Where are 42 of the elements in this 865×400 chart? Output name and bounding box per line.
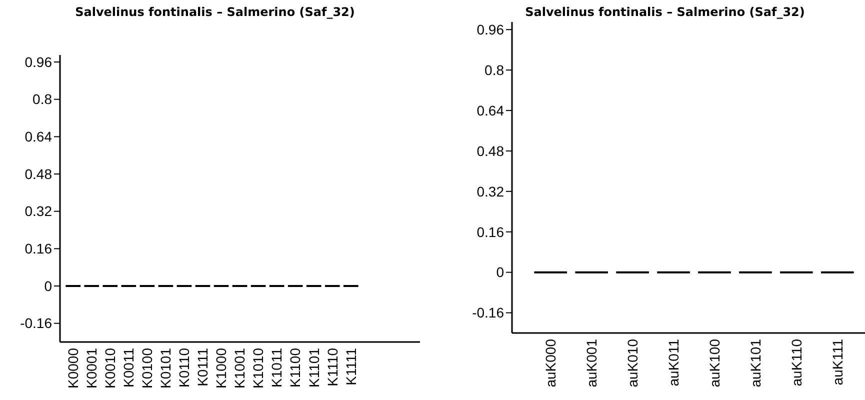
- x-tick-label: auK100: [706, 338, 722, 388]
- x-tick-label: K0001: [84, 348, 100, 388]
- x-tick-label: K0101: [158, 348, 174, 388]
- x-tick-label: auK101: [747, 338, 764, 388]
- x-tick-label: auK000: [542, 338, 558, 388]
- x-tick-label: K1110: [324, 348, 340, 386]
- x-tick-label: K1100: [287, 348, 304, 388]
- y-tick-label: 0: [44, 278, 52, 294]
- y-tick-label: 0.8: [484, 62, 504, 78]
- x-tick-label: K0111: [194, 348, 211, 386]
- x-tick-label: K1000: [213, 348, 230, 388]
- x-tick-label: K0110: [176, 348, 192, 388]
- y-tick-label: 0.64: [476, 102, 504, 118]
- x-tick-label: K0011: [120, 348, 137, 388]
- x-tick-label: K0100: [139, 348, 156, 388]
- x-tick-label: auK010: [624, 338, 640, 388]
- x-tick-label: K1010: [250, 348, 266, 388]
- x-tick-label: auK001: [583, 338, 600, 388]
- x-tick-label: auK111: [829, 338, 846, 386]
- y-tick-label: 0.16: [476, 224, 504, 240]
- y-tick-label: 0.8: [32, 91, 52, 108]
- chart-title: Salvelinus fontinalis – Salmerino (Saf_32): [75, 5, 355, 19]
- y-tick-label: -0.16: [20, 315, 52, 332]
- x-tick-label: auK110: [788, 338, 804, 386]
- y-tick-label: 0: [496, 264, 504, 280]
- x-tick-label: auK011: [665, 338, 682, 386]
- y-tick-label: 0.32: [24, 203, 52, 220]
- y-tick-label: 0.16: [24, 240, 52, 257]
- x-tick-label: K1111: [342, 348, 359, 386]
- y-tick-label: 0.96: [476, 21, 504, 38]
- y-tick-label: 0.48: [24, 166, 52, 182]
- x-tick-label: K1001: [232, 348, 248, 388]
- y-tick-label: 0.32: [476, 183, 504, 200]
- y-tick-label: 0.48: [476, 142, 504, 159]
- y-tick-label: -0.16: [472, 304, 504, 321]
- chart-title: Salvelinus fontinalis – Salmerino (Saf_32): [525, 5, 805, 19]
- x-tick-label: K1011: [268, 348, 285, 388]
- y-tick-label: 0.64: [24, 128, 52, 145]
- x-tick-label: K0010: [102, 348, 118, 388]
- y-tick-label: 0.96: [24, 54, 52, 70]
- x-tick-label: K1101: [306, 348, 322, 388]
- x-tick-label: K0000: [65, 348, 82, 388]
